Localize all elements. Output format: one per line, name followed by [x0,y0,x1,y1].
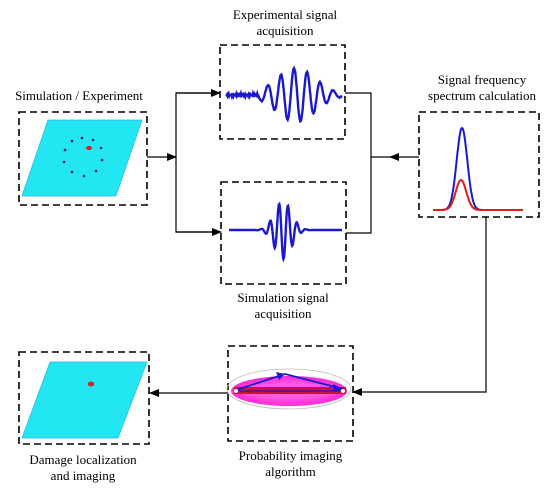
signal-waveform-icon [225,65,343,124]
probability-imaging-title-line2: algorithm [265,464,316,479]
plate-icon [21,361,148,439]
simulation-signal-title: Simulation signal acquisition [213,290,353,322]
damage-localization-title-line1: Damage localization [29,452,137,467]
damage-marker-icon [86,146,92,150]
damage-localization-title-line2: and imaging [50,468,116,483]
ellipse-imaging-icon [226,368,352,410]
experimental-signal-box [219,44,346,140]
connectors [147,89,487,397]
spectrum-title-line2: spectrum calculation [428,88,536,103]
damage-marker-icon [87,381,95,387]
spectrum-title: Signal frequency spectrum calculation [414,72,550,104]
damage-localization-box [18,351,150,445]
spectrum-title-line1: Signal frequency [437,72,527,87]
probability-imaging-box [226,345,354,442]
experimental-signal-title-line1: Experimental signal [232,7,338,22]
damage-localization-title: Damage localization and imaging [8,452,158,484]
spectrum-box [418,111,540,218]
signal-waveform-icon [229,201,342,263]
simulation-signal-box [220,181,347,285]
probability-imaging-title-line1: Probability imaging [238,448,343,463]
probability-imaging-title: Probability imaging algorithm [218,448,363,480]
plate-icon [21,119,143,197]
spectrum-peak-icon [433,179,523,211]
simulation-signal-title-line2: acquisition [254,306,312,321]
simulation-experiment-title: Simulation / Experiment [15,88,143,103]
experimental-signal-title-line2: acquisition [256,23,314,38]
simulation-signal-title-line1: Simulation signal [237,290,329,305]
simulation-experiment-box [18,111,148,206]
experimental-signal-title: Experimental signal acquisition [215,7,355,39]
sensor-ring [62,136,104,178]
